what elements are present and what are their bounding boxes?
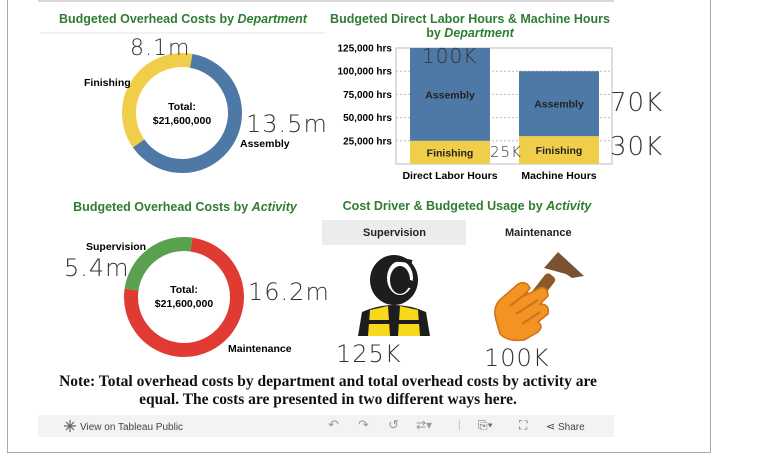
donut-slice-supervision [124, 237, 193, 291]
y-tick-label: 75,000 hrs [343, 90, 392, 101]
dept-donut [122, 53, 242, 173]
x-category-label: Machine Hours [521, 170, 596, 182]
maintenance-label: Maintenance [505, 227, 572, 239]
x-category-label: Direct Labor Hours [402, 170, 497, 182]
handwritten-labor-finishing: 25K [490, 143, 522, 161]
activity-chart-title: Budgeted Overhead Costs by Activity [73, 200, 297, 214]
assembly-slice-label: Assembly [240, 138, 290, 150]
supervision-label: Supervision [363, 227, 426, 239]
supervision-slice-label: Supervision [86, 241, 146, 253]
supervision-header-cell [322, 220, 466, 245]
maintenance-slice-label: Maintenance [228, 343, 292, 355]
bar-segment-label: Finishing [536, 145, 583, 157]
bar-finishing-1 [519, 136, 599, 164]
handwritten-supervision: 5.4m [64, 254, 130, 282]
y-tick-label: 50,000 hrs [343, 113, 392, 124]
share-icon: ⋖ [546, 421, 556, 433]
share-button[interactable]: ⋖ Share [546, 421, 585, 433]
y-tick-label: 125,000 hrs [338, 44, 393, 55]
donut-slice-maintenance [124, 237, 244, 357]
bar-assembly-1 [519, 71, 599, 137]
donut-slice-assembly [132, 53, 242, 173]
y-tick-label: 100,000 hrs [338, 67, 393, 78]
handwritten-finishing: 8.1m [130, 36, 191, 61]
toolbar-divider: | [458, 420, 461, 431]
bar-segment-label: Finishing [427, 147, 474, 159]
labor-bar-chart: Finishing Assembly Finishing Assembly 25,00… [338, 44, 613, 182]
driver-chart-title: Cost Driver & Budgeted Usage by Activity [342, 199, 592, 213]
bar-finishing-0 [410, 140, 490, 164]
note-text: Note: Total overhead costs by department… [59, 373, 597, 408]
handwritten-maintenance: 16.2m [248, 278, 330, 306]
handwritten-labor-assembly: 100K [422, 44, 478, 68]
fullscreen-icon[interactable]: ⛶ [519, 418, 528, 432]
bar-assembly-0 [410, 48, 490, 141]
handwritten-machine-finishing: 30K [610, 132, 664, 162]
supervisor-worker-icon [358, 255, 430, 336]
activity-total-value: $21,600,000 [155, 298, 214, 310]
dept-total-label: Total: [168, 101, 196, 113]
handwritten-machine-assembly: 70K [610, 88, 664, 118]
handwritten-maintenance-usage: 100K [484, 344, 550, 372]
refresh-icon[interactable]: ⇄▾ [416, 418, 433, 432]
tableau-toolbar: View on Tableau Public ↶ ↷ ↺ ⇄▾ | ⎘▾ ⛶ ⋖… [38, 415, 614, 437]
activity-donut-chart: Total: $21,600,000 Supervision Maintenan… [86, 237, 292, 357]
tableau-logo-icon [64, 420, 76, 432]
dept-chart-title: Budgeted Overhead Costs by Department [59, 12, 307, 26]
labor-chart-title: Budgeted Direct Labor Hours & Machine Ho… [330, 12, 610, 40]
dept-donut-chart: Total: $21,600,000 Finishing Assembly [40, 32, 325, 173]
activity-donut [124, 237, 244, 357]
maintenance-hammer-icon [494, 252, 584, 342]
top-divider [38, 0, 614, 2]
handwritten-supervision-usage: 125K [336, 340, 402, 368]
redo-icon[interactable]: ↷ [358, 417, 369, 432]
donut-slice-finishing [122, 53, 193, 148]
revert-icon[interactable]: ↺ [388, 417, 399, 432]
dept-total-value: $21,600,000 [153, 115, 212, 127]
view-on-tableau-link[interactable]: View on Tableau Public [64, 420, 183, 433]
finishing-slice-label: Finishing [84, 77, 131, 89]
dashboard-frame [7, 0, 711, 453]
bar-segment-label: Assembly [534, 99, 584, 111]
y-tick-label: 25,000 hrs [343, 136, 392, 147]
download-icon[interactable]: ⎘▾ [478, 418, 493, 432]
handwritten-assembly: 13.5m [246, 110, 328, 138]
activity-total-label: Total: [170, 284, 198, 296]
undo-icon[interactable]: ↶ [328, 417, 339, 432]
bar-segment-label: Assembly [425, 89, 475, 101]
